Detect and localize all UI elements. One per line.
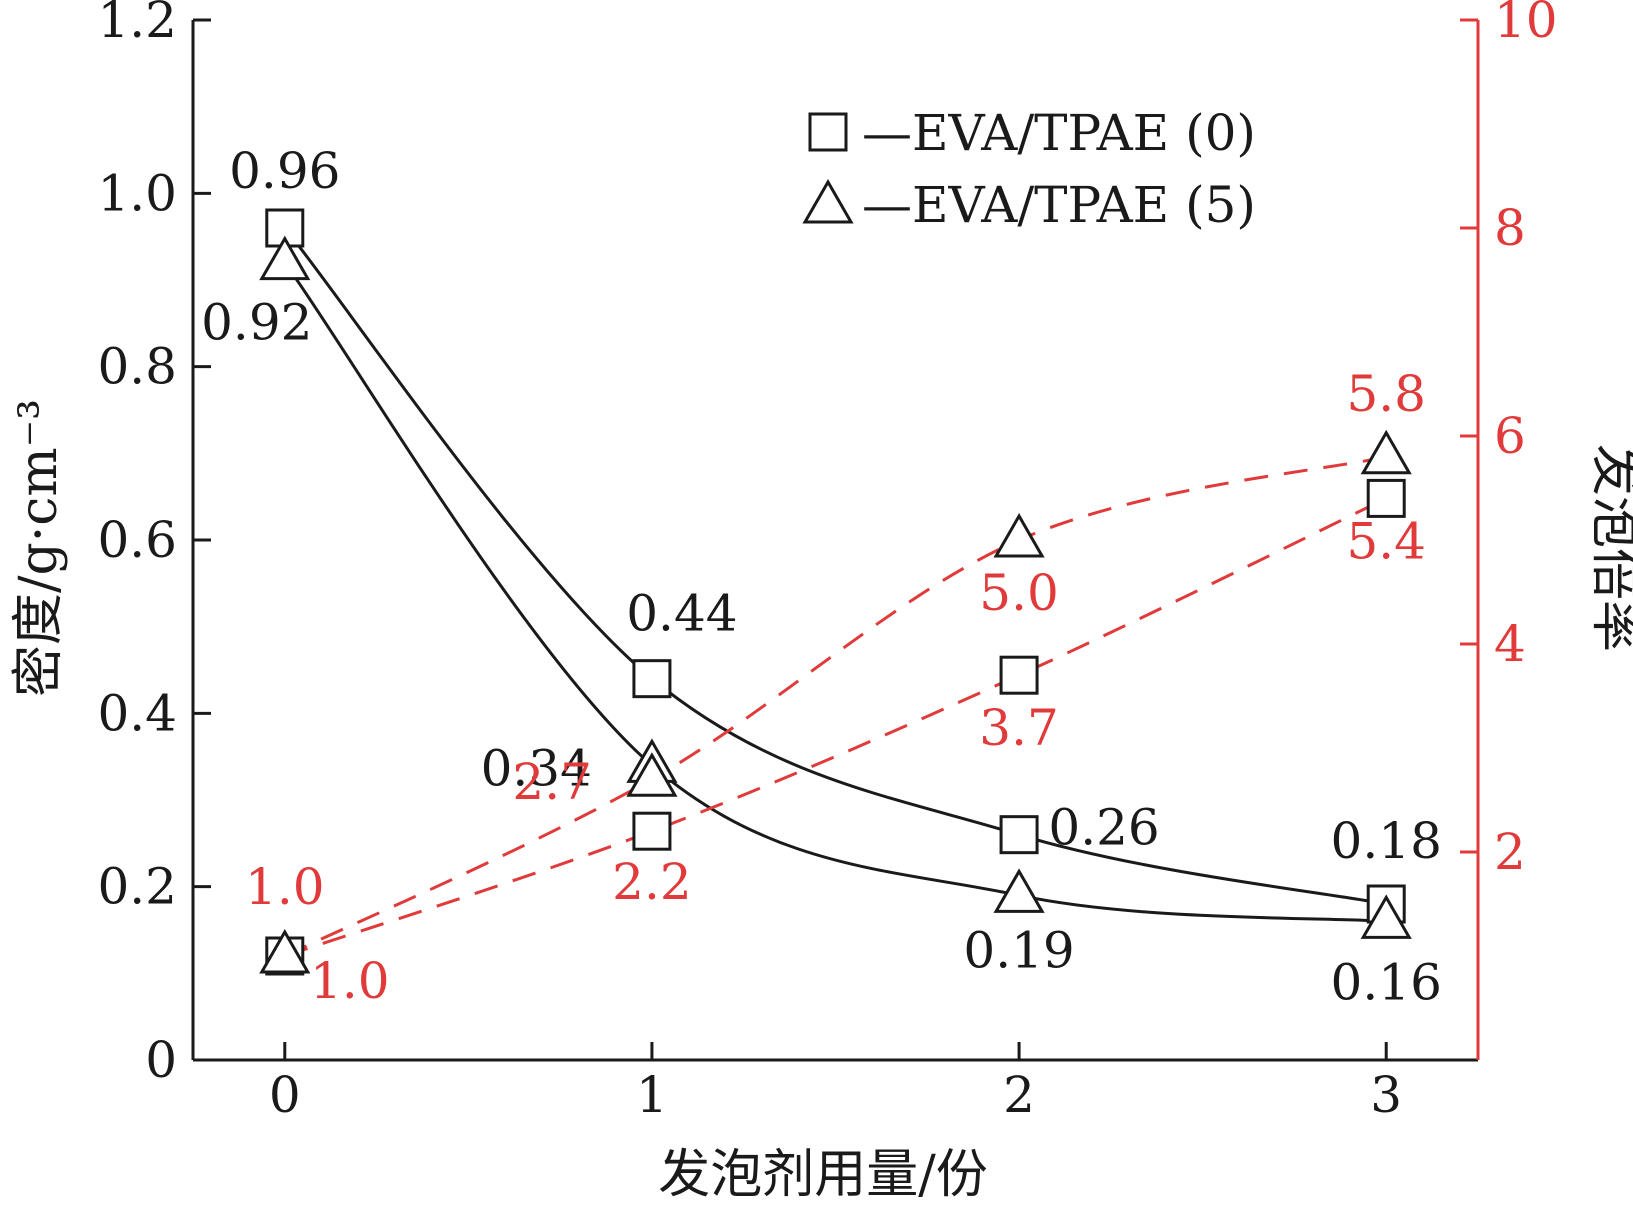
y-left-tick-label: 0.8 [97,338,177,396]
legend: —EVA/TPAE (0) —EVA/TPAE (5) [802,104,1256,234]
legend-label-series-1: —EVA/TPAE (5) [862,176,1256,234]
expansion-point-series-1 [1360,429,1412,475]
expansion-data-label: 2.2 [612,853,692,911]
density-data-label: 0.92 [201,294,312,352]
expansion-line-series-0 [284,497,1387,958]
y-left-tick-label: 1.0 [97,164,177,222]
y-left-tick-label: 1.2 [97,0,177,49]
markers-layer [259,208,1412,976]
density-point-series-0 [632,659,672,699]
legend-triangle-marker [802,178,854,224]
expansion-data-label: 1.0 [310,952,390,1010]
y-right-tick-label: 2 [1494,823,1526,881]
axes-layer: 0 1 2 3 0 0.2 0.4 0.6 0.8 1.0 1.2 2 4 6 8 10 [97,0,1557,1124]
density-data-label: 0.19 [963,921,1074,979]
y-axis-title-right: 发泡倍率 [1585,444,1633,652]
expansion-point-series-0 [999,655,1039,695]
expansion-point-series-1 [626,752,678,797]
y-left-tick-label: 0.2 [97,858,177,916]
legend-square-marker [808,112,848,152]
y-right-tick-label: 6 [1494,407,1526,465]
density-data-label: 0.44 [626,585,737,643]
y-right-tick-label: 10 [1494,0,1558,49]
expansion-data-label: 2.7 [512,753,592,811]
expansion-point-series-1 [993,512,1045,558]
x-tick-label: 1 [636,1066,668,1124]
expansion-data-label: 3.7 [979,699,1059,757]
density-point-series-1 [259,235,311,281]
expansion-data-label: 1.0 [245,858,325,916]
expansion-point-series-0 [1366,478,1406,518]
expansion-point-series-0 [632,811,672,851]
y-left-tick-label: 0 [145,1031,177,1089]
density-point-series-1 [993,868,1045,913]
expansion-point-series-1 [259,928,311,974]
density-data-label: 0.16 [1331,953,1442,1011]
x-tick-label: 0 [269,1066,301,1124]
density-data-label: 0.34 [481,739,592,797]
expansion-data-label: 5.8 [1346,365,1426,423]
expansion-data-label: 5.4 [1346,512,1426,570]
y-left-tick-label: 0.4 [97,684,177,742]
density-point-series-1 [1360,894,1412,939]
labels-layer: 0.96 0.44 0.26 0.18 0.92 0.34 0.19 0.16 1.0 2.2 3.… [201,142,1442,1011]
x-tick-label: 3 [1370,1066,1402,1124]
expansion-line-series-1 [284,455,1387,958]
density-line-series-1 [283,261,1387,923]
y-right-tick-label: 4 [1494,615,1526,673]
density-point-series-0 [999,815,1039,855]
y-right-tick-label: 8 [1494,199,1526,257]
x-axis-title: 发泡剂用量/份 [658,1145,988,1205]
legend-label-series-0: —EVA/TPAE (0) [862,104,1256,162]
y-axis-title-left: 密度/g·cm⁻³ [9,399,69,697]
density-line-series-0 [283,227,1387,906]
lines-layer [283,227,1387,958]
density-data-label: 0.96 [229,142,340,200]
density-data-label: 0.26 [1048,799,1159,857]
expansion-data-label: 5.0 [979,564,1059,622]
density-data-label: 0.18 [1331,812,1442,870]
y-left-tick-label: 0.6 [97,511,177,569]
x-tick-label: 2 [1003,1066,1035,1124]
